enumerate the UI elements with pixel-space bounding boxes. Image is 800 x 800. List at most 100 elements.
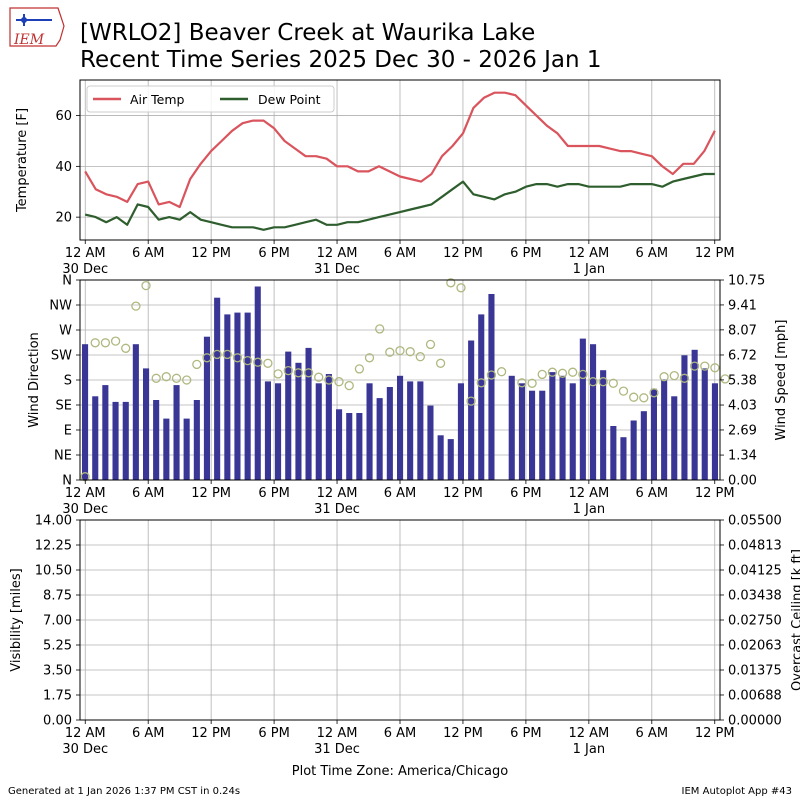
wind-direction-marker	[720, 374, 730, 384]
x-tick-date-label: 31 Dec	[314, 262, 360, 277]
x-tick-label: 12 PM	[443, 486, 483, 501]
wind-speed-bar	[356, 413, 363, 480]
x-tick-date-label: 1 Jan	[573, 262, 605, 277]
wind-direction-ticks: N NE E SE S SW W NW N	[49, 274, 80, 489]
wind-speed-bar	[661, 379, 668, 480]
wind-direction-marker	[242, 355, 253, 366]
wind-panel: N NE E SE S SW W NW N 0.00 1.34 2.69 4.03 5.38 6.72 8.…	[27, 274, 789, 518]
app-credit: IEM Autoplot App #43	[682, 786, 792, 797]
speed-tick-label: 8.07	[728, 323, 757, 338]
wind-direction-marker	[486, 370, 497, 380]
wind-speed-bar	[437, 435, 444, 480]
wind-speed-bar	[336, 409, 343, 480]
timezone-label: Plot Time Zone: America/Chicago	[292, 764, 508, 779]
x-tick-label: 6 PM	[510, 246, 541, 261]
wind-speed-bar	[417, 381, 424, 480]
x-tick-label: 12 PM	[695, 246, 735, 261]
x-tick-label: 12 PM	[191, 246, 231, 261]
speed-tick-label: 9.41	[728, 298, 757, 313]
x-tick-label: 12 AM	[317, 726, 358, 741]
wind-direction-marker	[608, 378, 618, 388]
wind-speed-bar	[488, 294, 495, 480]
wind-direction-marker	[100, 338, 111, 348]
x-tick-label: 12 PM	[191, 726, 231, 741]
wind-direction-marker	[496, 367, 507, 377]
wind-speed-bar	[285, 351, 292, 480]
wind-speed-bar	[447, 439, 454, 480]
direction-tick-label: N	[62, 274, 72, 289]
wind-direction-marker	[578, 369, 588, 380]
wind-direction-marker	[557, 368, 568, 378]
x-tick-date-label: 31 Dec	[314, 742, 360, 757]
direction-tick-label: S	[64, 374, 72, 389]
wind-direction-marker	[364, 353, 375, 363]
x-tick-label: 12 PM	[443, 246, 483, 261]
wind-direction-marker	[547, 367, 558, 377]
wind-speed-bar	[173, 385, 180, 480]
y-tick-label: 40	[55, 160, 72, 175]
wind-direction-marker	[293, 368, 304, 378]
dew-point-line	[84, 172, 715, 231]
wind-direction-marker	[171, 373, 182, 383]
wind-direction-marker	[253, 357, 263, 367]
visibility-tick-label: 3.50	[43, 664, 72, 679]
wind-speed-bar	[143, 368, 150, 480]
wind-speed-bars	[82, 286, 718, 480]
direction-tick-label: E	[64, 424, 72, 439]
wind-speed-bar	[325, 374, 332, 480]
x-tick-label: 12 PM	[191, 486, 231, 501]
wind-direction-marker	[121, 343, 131, 353]
x-tick-label: 12 PM	[443, 726, 483, 741]
ceiling-tick-label: 0.02750	[728, 614, 782, 629]
wind-direction-marker	[385, 347, 395, 357]
y-tick-label: 20	[55, 211, 72, 226]
logo-text: IEM	[13, 32, 45, 48]
wind-speed-bar	[386, 387, 393, 480]
wind-direction-marker	[131, 301, 141, 311]
wind-direction-marker	[425, 339, 436, 350]
ceiling-tick-label: 0.05500	[728, 514, 782, 529]
wind-speed-bar	[529, 390, 536, 480]
speed-tick-label: 1.34	[728, 449, 757, 464]
visibility-tick-label: 5.25	[43, 639, 72, 654]
wind-direction-marker	[669, 370, 679, 381]
wind-speed-bar	[163, 418, 170, 480]
wind-speed-bar	[590, 344, 597, 480]
wind-speed-bar	[579, 338, 586, 480]
wind-speed-bar	[92, 396, 99, 480]
x-tick-date-label: 30 Dec	[62, 742, 108, 757]
wind-speed-bar	[478, 314, 485, 480]
ceiling-tick-label: 0.00688	[728, 688, 782, 703]
wind-direction-marker	[649, 388, 659, 398]
x-tick-date-label: 30 Dec	[62, 502, 108, 517]
x-tick-label: 6 AM	[636, 486, 669, 501]
iem-logo: IEM	[9, 7, 65, 48]
x-tick-date-label: 1 Jan	[573, 502, 605, 517]
temperature-lines	[84, 91, 716, 231]
wind-direction-marker	[182, 375, 192, 385]
x-tick-label: 6 PM	[510, 486, 541, 501]
wind-speed-bar	[376, 398, 383, 480]
wind-direction-markers	[80, 278, 730, 482]
wind-direction-marker	[151, 373, 161, 383]
logo-dot-icon	[21, 17, 27, 23]
wind-speed-bar	[183, 418, 190, 480]
wind-speed-bar	[346, 413, 353, 480]
wind-direction-marker	[314, 372, 324, 382]
wind-speed-bar	[366, 383, 373, 480]
visibility-tick-label: 7.00	[43, 614, 72, 629]
wind-speed-bar	[457, 383, 464, 480]
speed-tick-label: 4.03	[728, 399, 757, 414]
x-tick-label: 6 PM	[510, 726, 541, 741]
wind-speed-bar	[264, 381, 271, 480]
wind-direction-marker	[476, 378, 486, 388]
wind-direction-marker	[689, 361, 700, 371]
temperature-y-ticks: 20 40 60	[55, 109, 80, 226]
ceiling-tick-label: 0.03438	[728, 588, 782, 603]
ceiling-y-ticks: 0.00000 0.00688 0.01375 0.02063 0.02750 0.034…	[720, 514, 782, 729]
wind-direction-marker	[222, 349, 232, 360]
wind-direction-marker	[232, 353, 243, 363]
